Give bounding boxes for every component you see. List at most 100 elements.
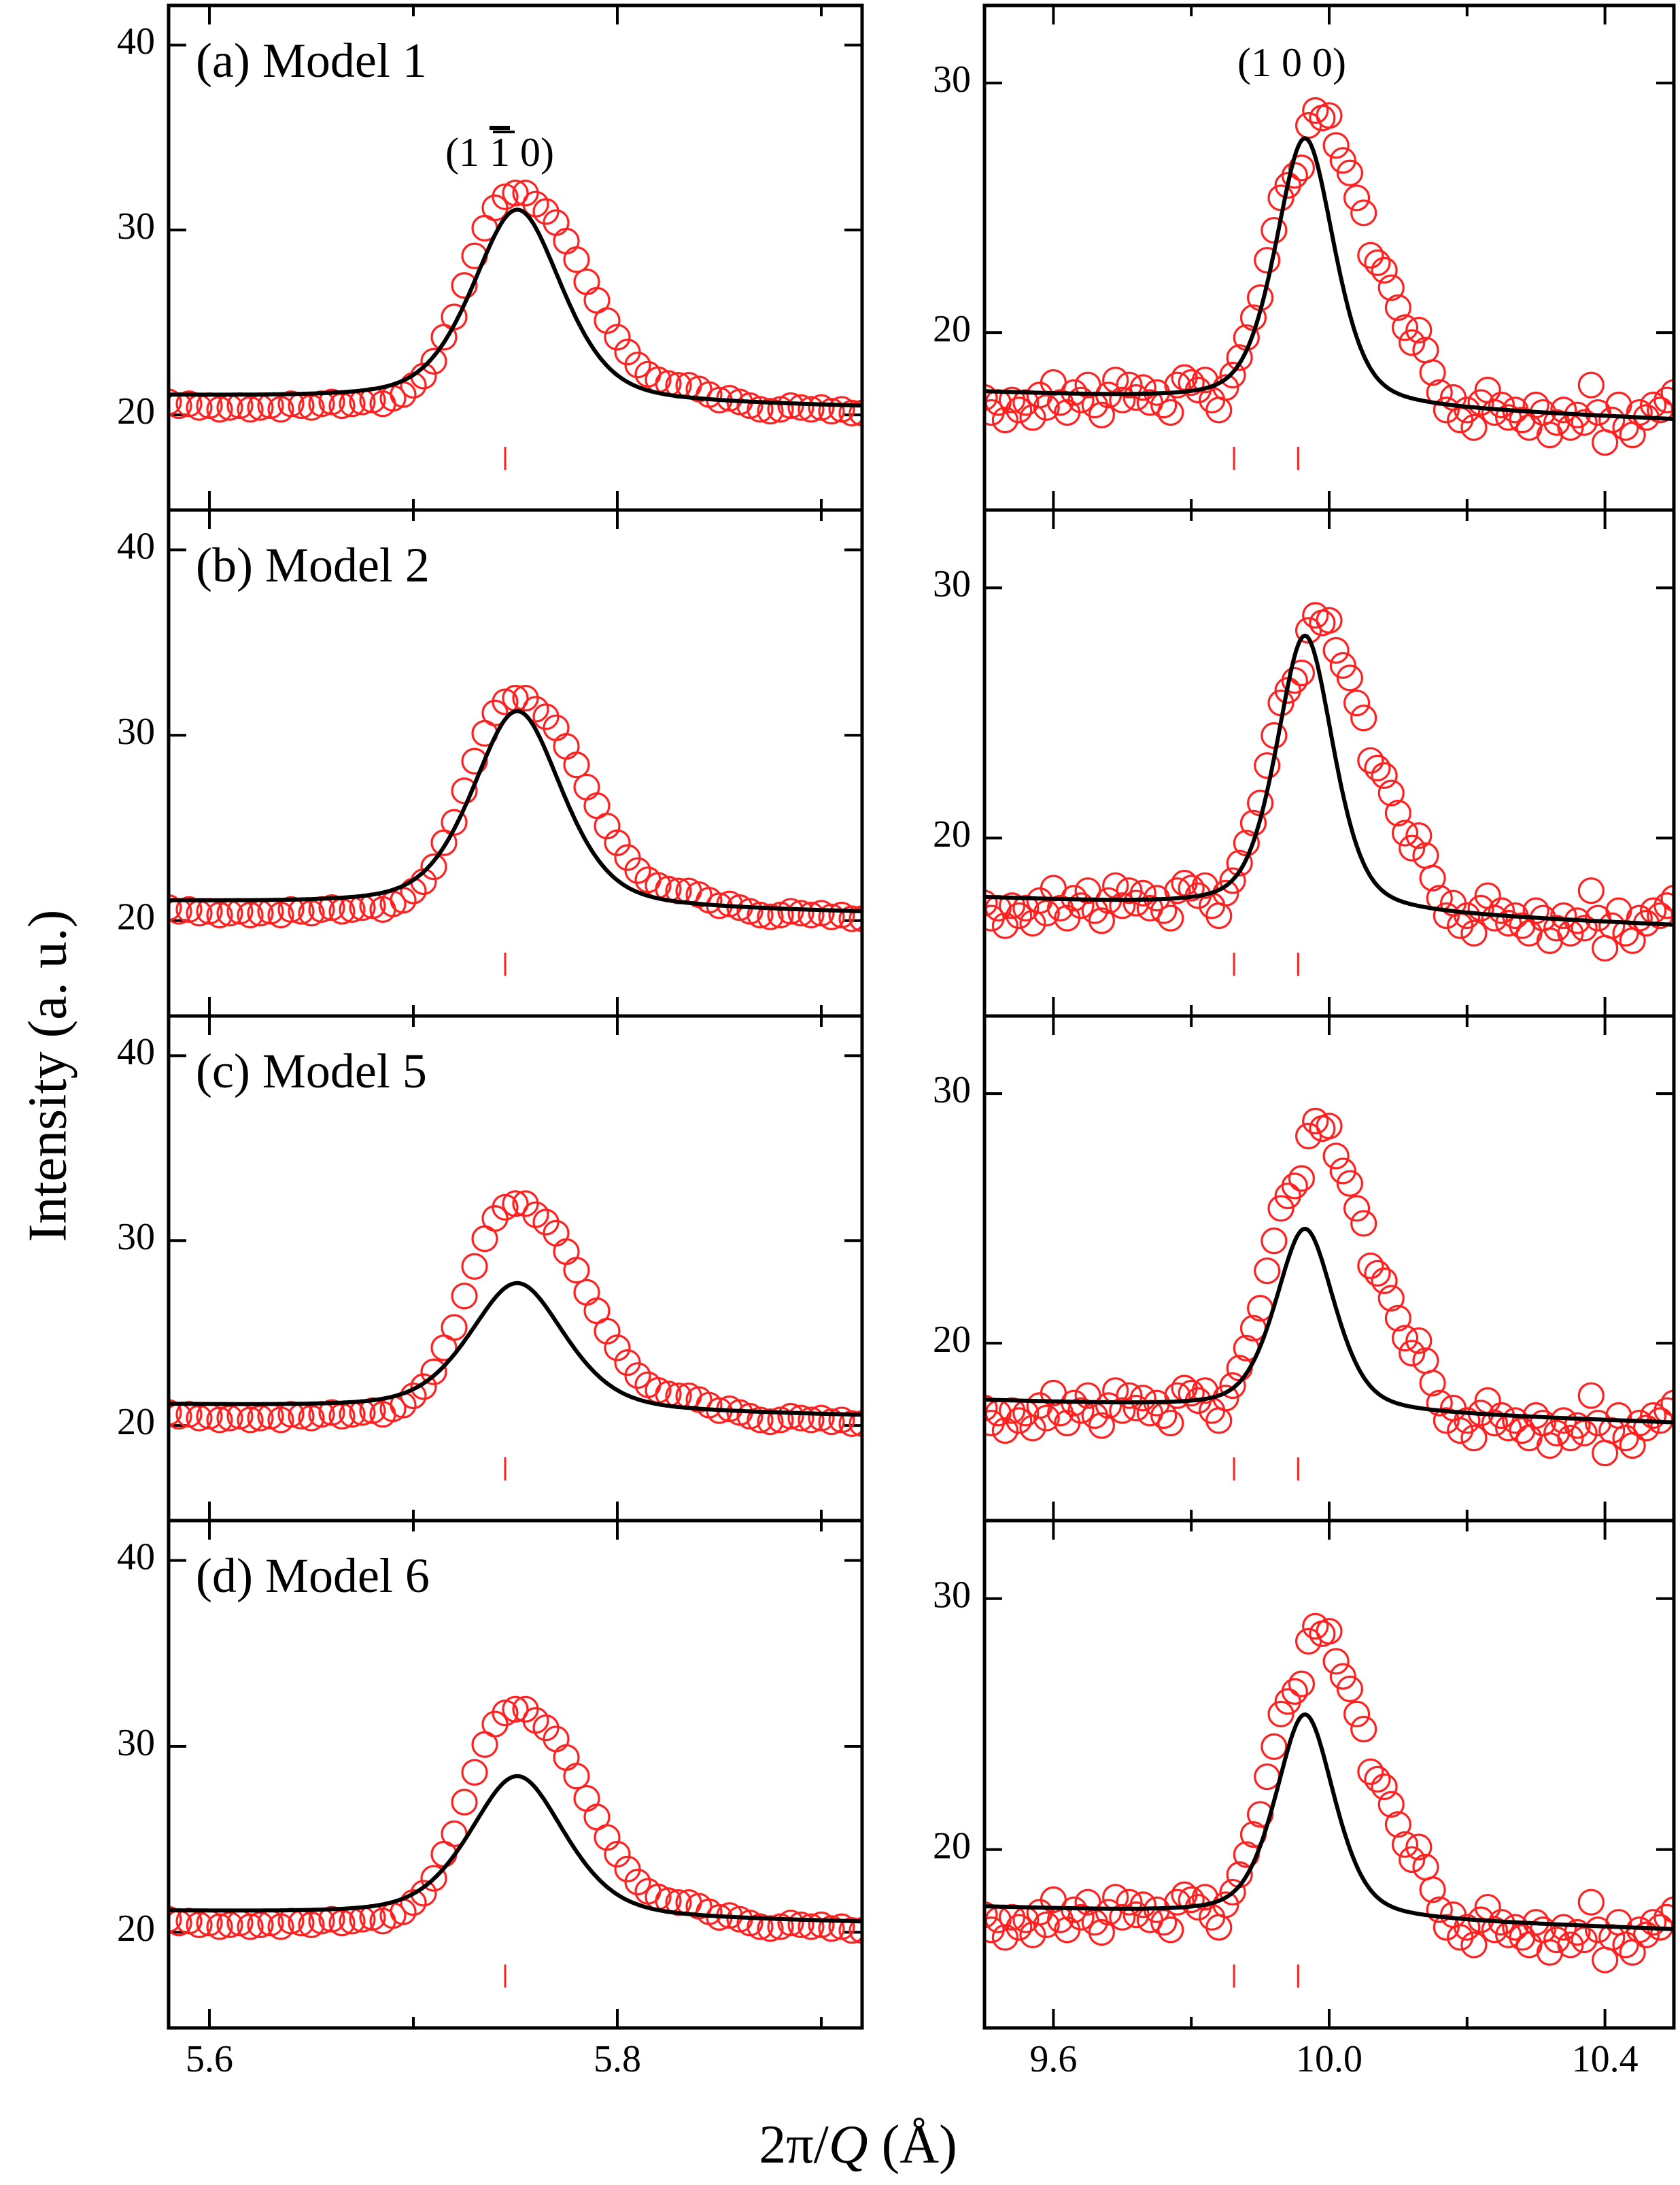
observed-point (1626, 904, 1653, 932)
observed-point (1564, 1412, 1591, 1439)
observed-point (604, 1840, 631, 1868)
observed-point (1371, 762, 1398, 790)
observed-point (1433, 902, 1460, 930)
observed-point (1619, 421, 1646, 449)
observed-point (206, 1913, 233, 1940)
observed-point (991, 1924, 1019, 1951)
observed-point (838, 1410, 862, 1437)
observed-point (441, 809, 468, 836)
y-tick-label: 40 (117, 20, 155, 63)
observed-point (1454, 1407, 1481, 1434)
observed-point (1391, 1325, 1419, 1352)
plot-area (169, 180, 862, 426)
observed-point (1302, 97, 1329, 124)
x-tick-label: 5.6 (186, 2038, 233, 2080)
observed-point (169, 894, 182, 921)
observed-point (1219, 1372, 1246, 1400)
y-tick-label: 30 (117, 711, 155, 753)
observed-point (984, 1394, 998, 1422)
observed-point (1129, 879, 1156, 907)
observed-point (1281, 666, 1308, 694)
observed-point (1460, 919, 1488, 947)
observed-point (1322, 637, 1350, 664)
observed-point (1109, 1903, 1136, 1931)
observed-point (1033, 1911, 1060, 1938)
observed-point (991, 406, 1019, 434)
observed-point (1254, 247, 1281, 274)
observed-point (563, 1763, 590, 1790)
observed-point (1288, 1165, 1316, 1192)
observed-point (757, 903, 784, 930)
observed-point (1405, 1833, 1433, 1861)
observed-point (604, 829, 631, 856)
observed-point (1219, 867, 1246, 894)
observed-point (420, 348, 447, 375)
observed-point (1116, 371, 1143, 399)
observed-point (991, 1417, 1019, 1444)
observed-point (563, 246, 590, 273)
observed-point (1302, 1107, 1329, 1135)
observed-point (1391, 1831, 1419, 1858)
observed-point (1246, 1801, 1274, 1828)
observed-point (1261, 1733, 1288, 1761)
observed-point (1261, 1227, 1288, 1255)
observed-point (1598, 912, 1626, 939)
x-tick-label: 5.8 (594, 2038, 641, 2080)
observed-point (594, 307, 621, 335)
observed-point (1116, 877, 1143, 904)
observed-point (1316, 607, 1343, 634)
observed-point (1288, 154, 1316, 182)
observed-point (1522, 391, 1549, 419)
plot-area (169, 1190, 862, 1437)
observed-point (1384, 294, 1411, 321)
observed-point (818, 1408, 845, 1436)
observed-point (594, 1317, 621, 1345)
observed-point (1067, 386, 1095, 413)
observed-point (461, 1253, 488, 1280)
observed-point (1261, 722, 1288, 749)
panel-label: (b) Model 2 (196, 538, 430, 592)
observed-point (563, 751, 590, 779)
observed-point (1164, 371, 1191, 399)
observed-point (1109, 386, 1136, 413)
observed-point (573, 773, 600, 801)
observed-point (1571, 409, 1598, 436)
observed-point (1433, 1914, 1460, 1941)
observed-point (573, 268, 600, 295)
observed-point (563, 1257, 590, 1284)
observed-point (1006, 396, 1033, 424)
observed-point (798, 1913, 825, 1940)
observed-point (1557, 1931, 1584, 1959)
calculated-curve (169, 207, 862, 408)
observed-point (1419, 1876, 1446, 1903)
observed-point (1384, 1811, 1411, 1838)
observed-point (1281, 1678, 1308, 1705)
y-tick-label: 20 (933, 308, 971, 350)
observed-point (1619, 927, 1646, 954)
observed-point (1281, 1172, 1308, 1200)
observed-point (1033, 1404, 1060, 1432)
observed-point (169, 388, 182, 416)
observed-point (502, 1695, 529, 1723)
plot-area (169, 684, 862, 932)
observed-point (1302, 1612, 1329, 1640)
observed-point (1329, 1663, 1356, 1690)
observed-point (818, 1915, 845, 1942)
observed-point (1239, 809, 1267, 836)
observed-point (818, 903, 845, 930)
observed-point (1639, 1909, 1667, 1936)
observed-point (1219, 1878, 1246, 1906)
observed-point (838, 905, 862, 932)
observed-point (1564, 1918, 1591, 1946)
observed-point (1343, 690, 1371, 717)
observed-point (1481, 1409, 1508, 1437)
observed-point (984, 1901, 998, 1929)
observed-point (777, 1402, 804, 1430)
observed-point (1350, 1210, 1377, 1237)
observed-point (1261, 217, 1288, 244)
observed-point (502, 1190, 529, 1217)
observed-point (1639, 1402, 1667, 1429)
observed-point (1399, 1340, 1426, 1367)
observed-point (1164, 877, 1191, 904)
observed-point (1336, 1170, 1364, 1197)
